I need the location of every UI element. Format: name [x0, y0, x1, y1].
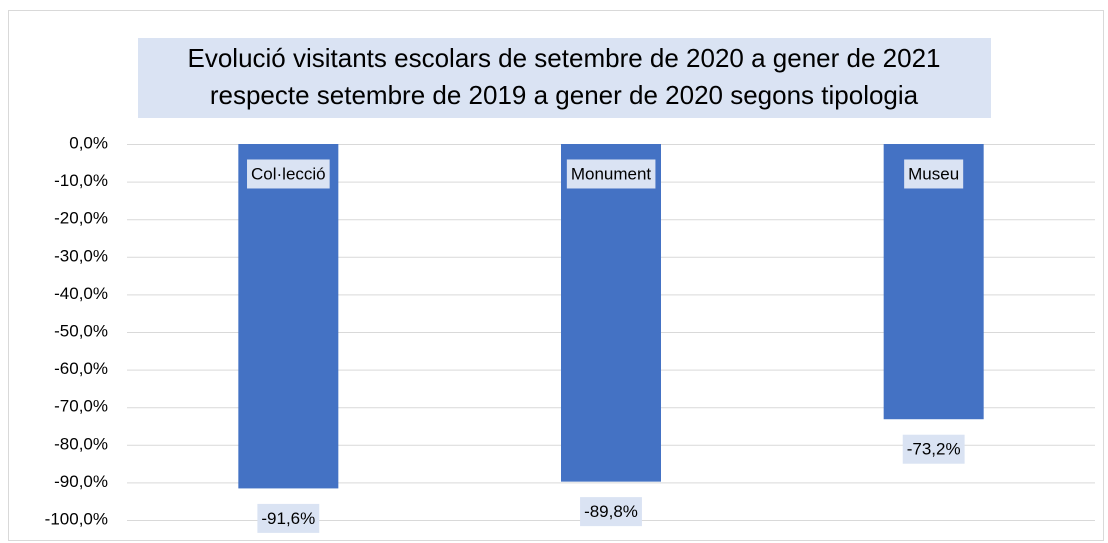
title-box: [138, 38, 991, 118]
y-tick-label: -70,0%: [54, 397, 108, 416]
y-tick-label: -40,0%: [54, 284, 108, 303]
y-tick-label: -100,0%: [45, 509, 108, 528]
category-label-box: [566, 159, 656, 189]
category-label: Monument: [571, 164, 652, 183]
bar: [561, 144, 661, 482]
data-label: -91,6%: [261, 509, 315, 528]
chart-title: Evolució visitants escolars de setembre …: [187, 43, 940, 73]
category-label: Museu: [908, 164, 959, 183]
category-label-box: [904, 159, 964, 189]
y-tick-label: -60,0%: [54, 359, 108, 378]
y-tick-label: -50,0%: [54, 321, 108, 340]
data-label-box: [580, 497, 642, 527]
data-label-box: [902, 434, 965, 464]
category-label: Col·lecció: [251, 164, 326, 183]
data-label: -89,8%: [584, 502, 638, 521]
bar: [238, 144, 339, 489]
data-label: -73,2%: [907, 440, 961, 459]
y-tick-label: -20,0%: [54, 209, 108, 228]
y-tick-label: -10,0%: [54, 171, 108, 190]
category-label-box: [247, 159, 330, 189]
chart-title: respecte setembre de 2019 a gener de 202…: [210, 80, 919, 110]
y-tick-label: -30,0%: [54, 246, 108, 265]
bar: [883, 144, 984, 420]
y-tick-label: 0,0%: [69, 133, 108, 152]
y-tick-label: -80,0%: [54, 434, 108, 453]
y-tick-label: -90,0%: [54, 472, 108, 491]
data-label-box: [257, 503, 320, 533]
